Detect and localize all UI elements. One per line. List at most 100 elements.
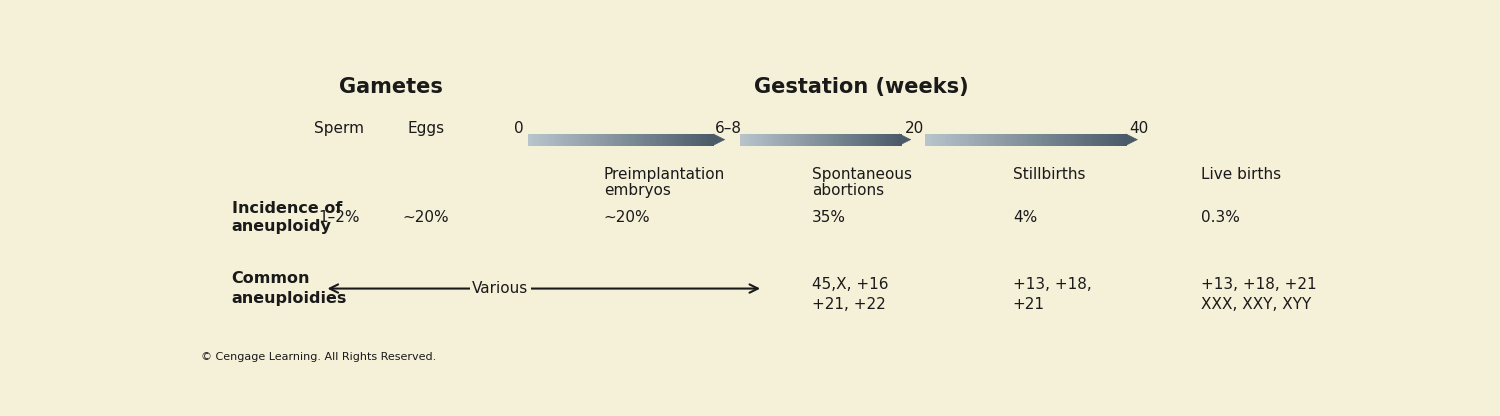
- Bar: [528, 134, 531, 146]
- Bar: [815, 134, 818, 146]
- Bar: [882, 134, 884, 146]
- Bar: [663, 134, 666, 146]
- Text: Gametes: Gametes: [339, 77, 442, 97]
- Bar: [842, 134, 843, 146]
- Bar: [603, 134, 604, 146]
- Bar: [968, 134, 970, 146]
- Bar: [680, 134, 681, 146]
- Bar: [1066, 134, 1068, 146]
- Bar: [774, 134, 777, 146]
- Bar: [766, 134, 768, 146]
- Bar: [956, 134, 957, 146]
- Bar: [978, 134, 980, 146]
- Bar: [744, 134, 746, 146]
- Bar: [552, 134, 554, 146]
- Bar: [830, 134, 831, 146]
- Bar: [710, 134, 712, 146]
- Text: Eggs: Eggs: [406, 121, 444, 136]
- Bar: [858, 134, 859, 146]
- Bar: [666, 134, 668, 146]
- Bar: [952, 134, 956, 146]
- Bar: [741, 134, 744, 146]
- Text: 6–8: 6–8: [714, 121, 741, 136]
- Bar: [861, 134, 864, 146]
- Bar: [836, 134, 837, 146]
- Bar: [752, 134, 754, 146]
- Bar: [1071, 134, 1074, 146]
- Bar: [783, 134, 784, 146]
- Bar: [859, 134, 862, 146]
- Bar: [812, 134, 813, 146]
- Bar: [660, 134, 663, 146]
- Bar: [1026, 134, 1028, 146]
- Bar: [1044, 134, 1046, 146]
- Bar: [960, 134, 963, 146]
- Text: 35%: 35%: [812, 210, 846, 225]
- Bar: [1094, 134, 1096, 146]
- Bar: [696, 134, 698, 146]
- Bar: [1104, 134, 1107, 146]
- Text: Sperm: Sperm: [314, 121, 363, 136]
- Bar: [1023, 134, 1026, 146]
- Bar: [600, 134, 603, 146]
- Bar: [566, 134, 567, 146]
- Bar: [993, 134, 996, 146]
- Bar: [807, 134, 808, 146]
- Bar: [806, 134, 807, 146]
- Bar: [834, 134, 836, 146]
- Bar: [932, 134, 934, 146]
- Bar: [693, 134, 696, 146]
- Bar: [871, 134, 874, 146]
- Bar: [1011, 134, 1013, 146]
- Text: +13, +18,: +13, +18,: [1013, 277, 1092, 292]
- Bar: [1016, 134, 1019, 146]
- Text: Live births: Live births: [1202, 167, 1281, 182]
- Bar: [561, 134, 562, 146]
- Bar: [837, 134, 840, 146]
- Bar: [786, 134, 789, 146]
- Bar: [1082, 134, 1084, 146]
- Bar: [827, 134, 830, 146]
- Bar: [900, 134, 903, 146]
- Bar: [654, 134, 656, 146]
- Bar: [588, 134, 591, 146]
- Bar: [586, 134, 588, 146]
- Bar: [1101, 134, 1104, 146]
- Text: 0: 0: [514, 121, 523, 136]
- Text: aneuploidies: aneuploidies: [231, 291, 346, 306]
- Bar: [1076, 134, 1078, 146]
- Bar: [945, 134, 948, 146]
- Bar: [646, 134, 650, 146]
- Bar: [616, 134, 620, 146]
- Bar: [681, 134, 684, 146]
- Bar: [686, 134, 688, 146]
- Bar: [1122, 134, 1125, 146]
- Bar: [670, 134, 672, 146]
- Bar: [676, 134, 680, 146]
- Text: 40: 40: [1130, 121, 1148, 136]
- Bar: [818, 134, 819, 146]
- Bar: [975, 134, 978, 146]
- Text: +21: +21: [1013, 297, 1046, 312]
- Bar: [934, 134, 938, 146]
- Bar: [1086, 134, 1089, 146]
- Bar: [692, 134, 693, 146]
- Bar: [1084, 134, 1086, 146]
- Bar: [764, 134, 766, 146]
- Bar: [1030, 134, 1033, 146]
- Bar: [532, 134, 536, 146]
- Bar: [578, 134, 579, 146]
- Bar: [792, 134, 795, 146]
- Bar: [1000, 134, 1004, 146]
- Bar: [633, 134, 634, 146]
- Bar: [1008, 134, 1011, 146]
- Bar: [880, 134, 882, 146]
- Bar: [639, 134, 642, 146]
- Bar: [938, 134, 939, 146]
- Bar: [712, 134, 714, 146]
- Bar: [645, 134, 646, 146]
- Bar: [865, 134, 868, 146]
- Bar: [1064, 134, 1066, 146]
- Bar: [1119, 134, 1122, 146]
- Text: aneuploidy: aneuploidy: [231, 219, 332, 234]
